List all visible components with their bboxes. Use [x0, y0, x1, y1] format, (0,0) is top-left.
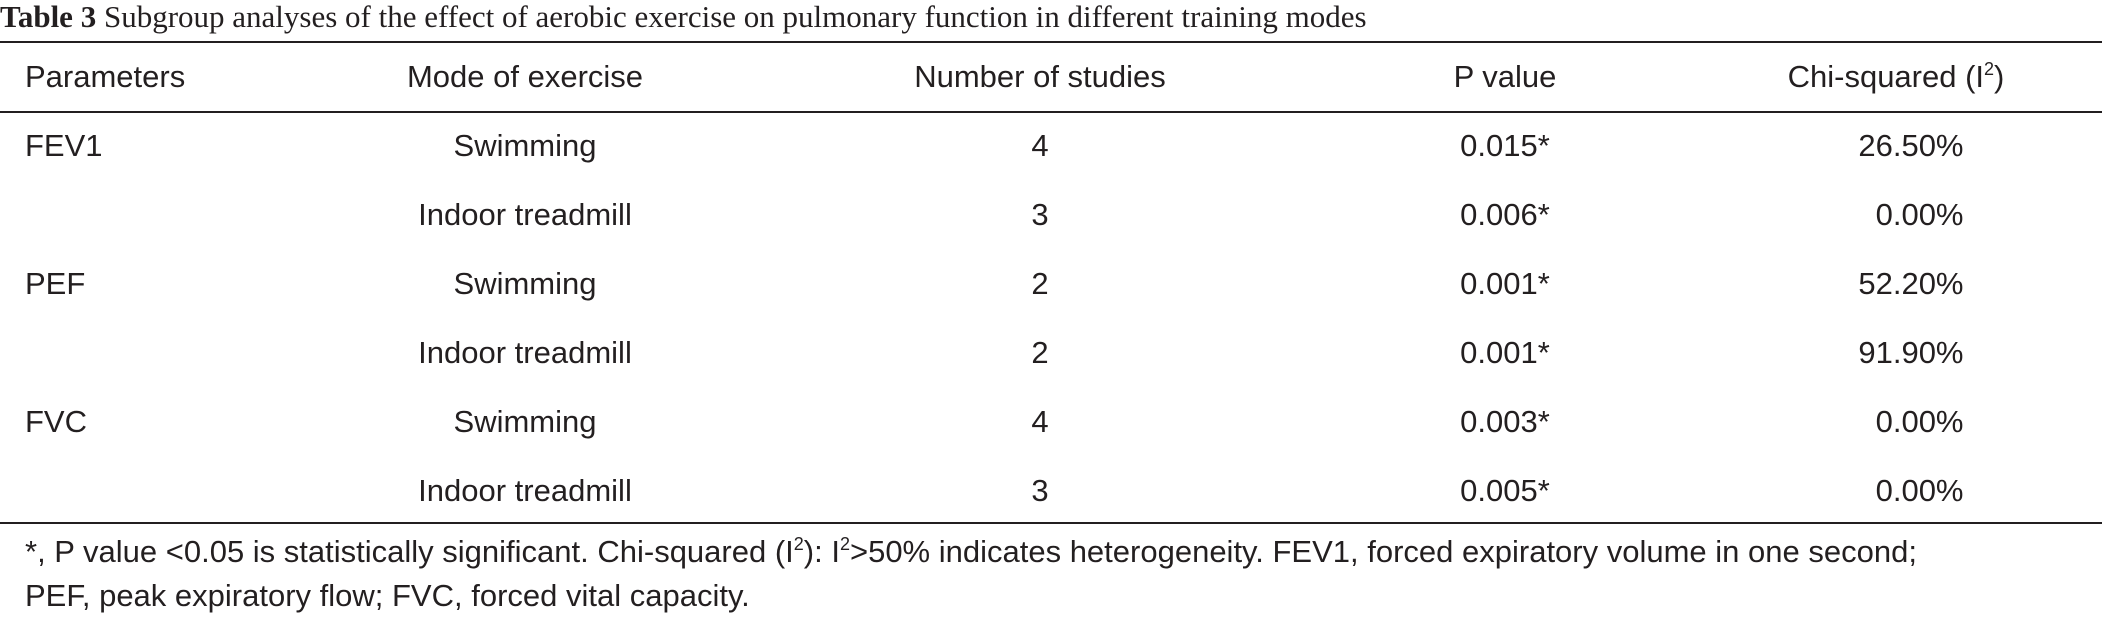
cell-chi-value: 0.00%	[1875, 403, 1964, 439]
cell-chi: 91.90%	[1690, 318, 2102, 387]
cell-studies: 4	[1031, 127, 1049, 163]
cell-studies: 3	[1031, 196, 1049, 232]
cell-p-value: 0.003*	[1460, 403, 1550, 439]
cell-p-value: 0.006*	[1460, 196, 1550, 232]
cell-chi: 0.00%	[1690, 387, 2102, 456]
footnote-part3: >50% indicates heterogeneity. FEV1, forc…	[849, 534, 1917, 569]
cell-parameter	[0, 180, 290, 249]
col-header-studies: Number of studies	[914, 59, 1166, 94]
header-rule	[0, 111, 2102, 113]
cell-mode: Swimming	[453, 403, 597, 439]
cell-parameter	[0, 456, 290, 525]
cell-mode: Indoor treadmill	[418, 196, 632, 232]
chi-header-prefix: Chi-squared (I	[1787, 59, 1985, 94]
cell-p-value: 0.015*	[1460, 127, 1550, 163]
cell-parameter: PEF	[25, 265, 86, 301]
footnote-sup2: 2	[839, 534, 850, 554]
col-header-chi-squared: Chi-squared (I2)	[1690, 43, 2102, 111]
cell-parameter: FVC	[25, 403, 87, 439]
cell-mode: Indoor treadmill	[418, 334, 632, 370]
table-caption-text: Subgroup analyses of the effect of aerob…	[103, 0, 1367, 34]
cell-parameter	[0, 318, 290, 387]
cell-p-value: 0.001*	[1460, 265, 1550, 301]
footnote-part1: *, P value <0.05 is statistically signif…	[25, 534, 794, 569]
bottom-rule	[0, 522, 2102, 524]
table-footnote: *, P value <0.05 is statistically signif…	[25, 530, 2085, 618]
table-row: Indoor treadmill 3 0.005* 0.00%	[0, 456, 2102, 525]
cell-p-value: 0.001*	[1460, 334, 1550, 370]
cell-chi: 0.00%	[1690, 180, 2102, 249]
table-caption: Table 3 Subgroup analyses of the effect …	[0, 0, 1367, 38]
footnote-part2: ): I	[803, 534, 840, 569]
chi-header-suffix: )	[1994, 59, 2005, 94]
table-row: PEF Swimming 2 0.001* 52.20%	[0, 249, 2102, 318]
cell-chi: 0.00%	[1690, 456, 2102, 525]
cell-studies: 2	[1031, 265, 1049, 301]
table-row: Indoor treadmill 2 0.001* 91.90%	[0, 318, 2102, 387]
col-header-parameters: Parameters	[25, 59, 186, 94]
cell-parameter: FEV1	[25, 127, 103, 163]
table-row: Indoor treadmill 3 0.006* 0.00%	[0, 180, 2102, 249]
cell-chi-value: 52.20%	[1858, 265, 1964, 301]
header-row: Parameters Mode of exercise Number of st…	[0, 43, 2102, 111]
cell-chi-value: 26.50%	[1858, 127, 1964, 163]
footnote-sup1: 2	[793, 534, 804, 554]
data-table: Parameters Mode of exercise Number of st…	[0, 43, 2102, 525]
col-header-mode: Mode of exercise	[406, 59, 644, 94]
top-rule	[0, 41, 2102, 43]
cell-studies: 4	[1031, 403, 1049, 439]
cell-chi-value: 91.90%	[1858, 334, 1964, 370]
cell-mode: Swimming	[453, 265, 597, 301]
table-row: FVC Swimming 4 0.003* 0.00%	[0, 387, 2102, 456]
chi-header-sup: 2	[1984, 59, 1995, 79]
cell-chi: 52.20%	[1690, 249, 2102, 318]
cell-chi-value: 0.00%	[1875, 472, 1964, 508]
cell-mode: Swimming	[453, 127, 597, 163]
cell-p-value: 0.005*	[1460, 472, 1550, 508]
table-caption-label: Table 3	[0, 0, 97, 34]
cell-studies: 2	[1031, 334, 1049, 370]
cell-studies: 3	[1031, 472, 1049, 508]
col-header-p-value: P value	[1453, 59, 1557, 94]
cell-mode: Indoor treadmill	[418, 472, 632, 508]
table-row: FEV1 Swimming 4 0.015* 26.50%	[0, 111, 2102, 180]
cell-chi-value: 0.00%	[1875, 196, 1964, 232]
footnote-line2: PEF, peak expiratory flow; FVC, forced v…	[25, 578, 750, 613]
cell-chi: 26.50%	[1690, 111, 2102, 180]
